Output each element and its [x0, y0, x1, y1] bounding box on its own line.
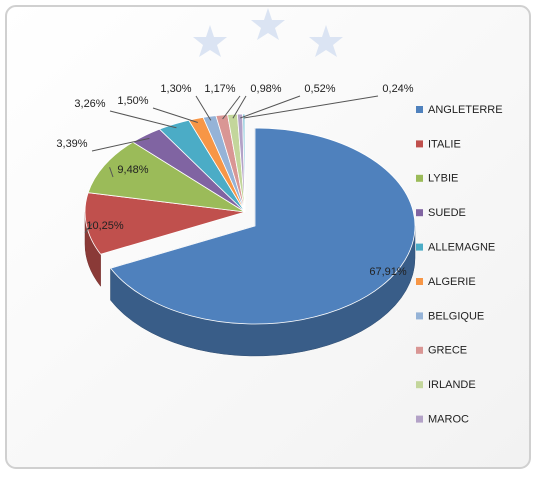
leader-line — [91, 137, 150, 152]
leader-line — [152, 107, 198, 124]
legend-swatch — [416, 140, 423, 148]
data-label: 3,26% — [74, 98, 105, 110]
data-label: 0,24% — [382, 83, 413, 95]
slice — [242, 113, 246, 213]
legend-swatch — [416, 174, 423, 182]
slice — [84, 192, 246, 255]
leader-line — [195, 95, 212, 121]
leader-line — [222, 95, 241, 120]
leader-line — [109, 167, 114, 178]
data-label: 0,52% — [304, 83, 335, 95]
legend-swatch — [416, 381, 423, 389]
leader-line — [84, 223, 93, 234]
legend-label: IRLANDE — [428, 379, 476, 391]
data-label: 3,39% — [56, 138, 87, 150]
legend-swatch — [416, 312, 423, 320]
legend-swatch — [416, 278, 423, 285]
legend-label: BELGIQUE — [428, 310, 484, 322]
slice — [109, 127, 416, 325]
data-label: 1,50% — [117, 95, 148, 107]
legend-label: ANGLETERRE — [428, 104, 503, 116]
legend-swatch — [416, 346, 423, 354]
slice — [87, 141, 246, 213]
leader-line — [109, 110, 177, 129]
data-label: 67,91% — [369, 266, 407, 278]
legend-label: MAROC — [428, 414, 469, 426]
data-label: 10,25% — [86, 220, 124, 232]
leader-line — [239, 95, 301, 119]
data-label: 9,48% — [117, 164, 148, 176]
legend: ANGLETERRE ITALIE LYBIE SUEDE ALLEMAGNE ALGER… — [416, 104, 503, 426]
legend-swatch — [416, 106, 423, 113]
leader-line — [243, 95, 379, 119]
data-label: 1,17% — [204, 83, 235, 95]
pie — [84, 113, 416, 357]
legend-label: SUEDE — [428, 207, 466, 219]
background-stars — [193, 8, 343, 57]
legend-swatch — [416, 243, 423, 251]
legend-label: ITALIE — [428, 138, 461, 150]
data-label: 1,30% — [160, 83, 191, 95]
legend-label: LYBIE — [428, 173, 458, 185]
labels: 67,91% 10,25% 9,48% 3,39% 3,26% 1,50% 1,30% 1,1… — [56, 83, 413, 278]
leader-line — [232, 95, 247, 119]
legend-label: ALLEMAGNE — [428, 242, 495, 254]
legend-swatch — [416, 209, 423, 217]
legend-label: GRECE — [428, 345, 467, 357]
data-label: 0,98% — [250, 83, 281, 95]
legend-label: ALGERIE — [428, 276, 476, 288]
legend-swatch — [416, 415, 423, 423]
